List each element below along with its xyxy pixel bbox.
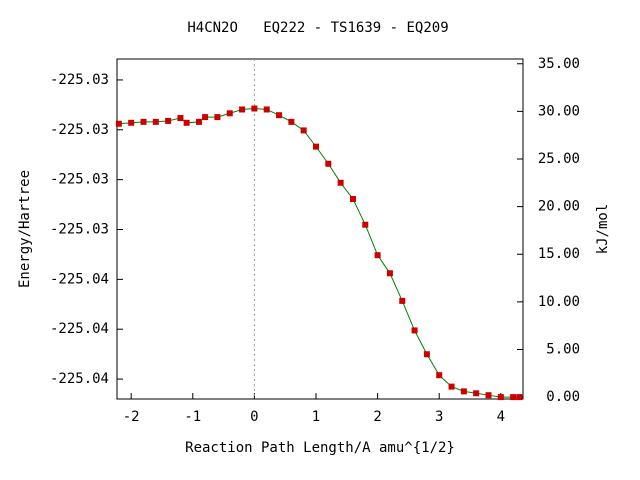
point [312,143,319,150]
point [226,110,233,117]
point [423,351,430,358]
x-tick-label: 0 [250,409,258,425]
point [214,114,221,121]
point [399,297,406,304]
point [510,394,517,401]
point [386,270,393,277]
x-tick-label: -1 [184,409,201,425]
x-tick-label: 3 [435,409,443,425]
point [140,118,147,125]
y2-tick-label: 10.00 [538,294,580,310]
point [115,120,122,127]
chart-title: H4CN2O EQ222 - TS1639 - EQ209 [187,20,448,36]
y2-axis-label: kJ/mol [595,204,611,255]
y-tick-label: -225.03 [50,72,109,88]
x-tick-label: 1 [312,409,320,425]
point [411,327,418,334]
point [165,117,172,124]
point [362,221,369,228]
x-tick-label: 2 [373,409,381,425]
point [183,119,190,126]
y-tick-label: -225.03 [50,172,109,188]
point [349,196,356,202]
point [325,160,332,167]
point [497,394,504,401]
y2-tick-label: 30.00 [538,103,580,119]
point [288,118,295,125]
point [473,390,480,397]
point [448,383,455,390]
y-tick-label: -225.04 [50,321,109,337]
x-tick-label: 4 [497,409,505,425]
point [263,106,270,113]
point [516,394,523,401]
point [485,392,492,399]
y-tick-label: -225.03 [50,221,109,237]
y-tick-label: -225.04 [50,271,109,287]
point [251,105,258,112]
point [436,372,443,379]
point [337,179,344,186]
y2-tick-label: 15.00 [538,246,580,262]
point [177,115,184,122]
point [128,119,135,126]
point [300,127,307,134]
y-axis-label: Energy/Hartree [17,170,33,288]
y2-tick-label: 0.00 [546,389,580,405]
point [202,114,209,121]
x-tick-label: -2 [123,409,140,425]
point [239,106,246,113]
y2-tick-label: 20.00 [538,199,580,215]
point [374,252,381,259]
point [195,118,202,125]
x-axis-label: Reaction Path Length/A amu^{1/2} [185,440,455,456]
point [152,118,159,125]
point [460,388,467,395]
y2-tick-label: 5.00 [546,341,580,357]
y-tick-label: -225.03 [50,122,109,138]
y2-tick-label: 35.00 [538,56,580,72]
y2-tick-label: 25.00 [538,151,580,167]
plot-frame [116,58,524,400]
series-line [118,108,520,398]
y-tick-label: -225.04 [50,371,109,387]
point [276,112,283,119]
